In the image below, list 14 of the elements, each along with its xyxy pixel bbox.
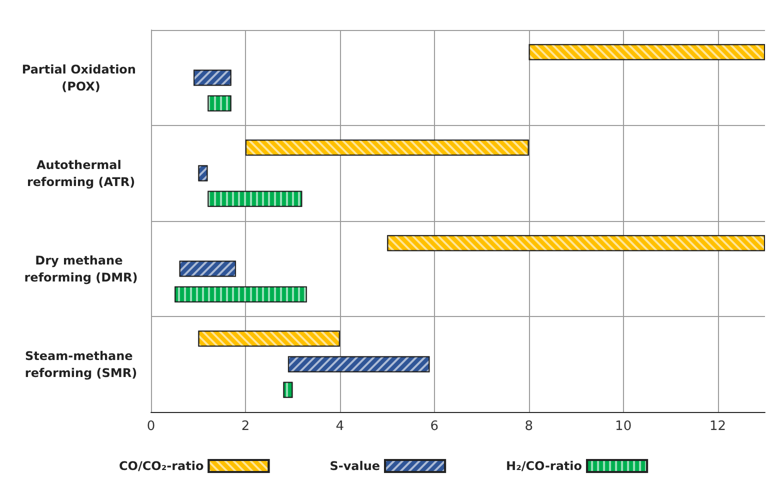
y-tick-label: Steam-methane reforming (SMR) xyxy=(24,348,138,380)
x-tick-label: 2 xyxy=(241,419,250,434)
y-tick-label: Dry methane reforming (DMR) xyxy=(24,253,138,284)
x-tick-label: 10 xyxy=(615,419,632,434)
legend-label: H₂/CO-ratio xyxy=(506,459,582,473)
x-tick-label: 0 xyxy=(146,419,156,434)
x-tick-label: 6 xyxy=(430,419,439,434)
legend-label: CO/CO₂-ratio xyxy=(118,459,204,473)
x-tick-label: 12 xyxy=(709,419,726,434)
y-tick-label: Partial Oxidation (POX) xyxy=(22,62,140,94)
legend-label: S-value xyxy=(330,459,380,473)
y-tick-label: Autothermal reforming (ATR) xyxy=(26,158,136,189)
x-tick-label: 8 xyxy=(524,419,533,434)
x-tick-label: 4 xyxy=(336,419,344,434)
